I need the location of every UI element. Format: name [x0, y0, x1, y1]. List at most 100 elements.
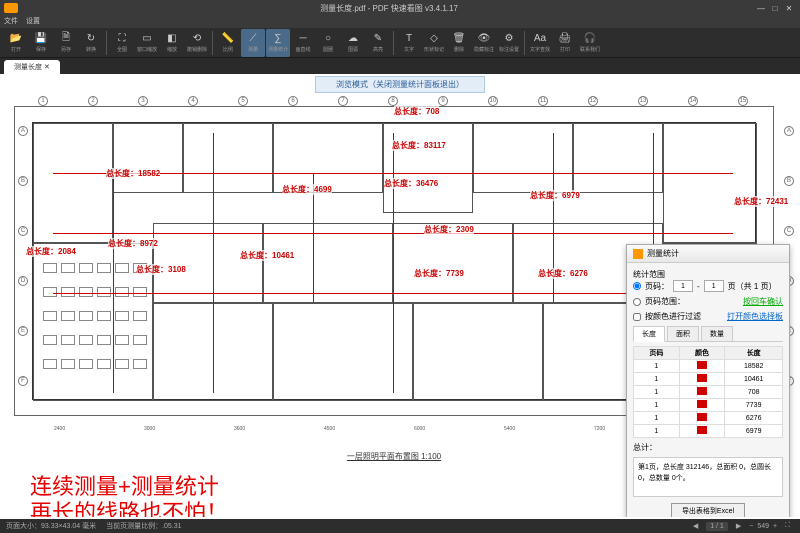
measurement-label[interactable]: 总长度：8972 [108, 238, 158, 249]
toolbar-删除[interactable]: 🗑删除 [447, 29, 471, 57]
page-to-input[interactable] [704, 280, 724, 292]
measurement-label[interactable]: 总长度：708 [394, 106, 439, 117]
measurement-label[interactable]: 总长度：83117 [392, 140, 446, 151]
toolbar-打印[interactable]: 🖨打印 [553, 29, 577, 57]
toolbar-测量[interactable]: ⟋测量 [241, 29, 265, 57]
toolbar-转换[interactable]: ↻转换 [79, 29, 103, 57]
title-bar: 测量长度.pdf - PDF 快速看图 v3.4.1.17 — □ ✕ [0, 0, 800, 16]
export-excel-button[interactable]: 导出表格到Excel [671, 503, 745, 517]
toolbar-围弧[interactable]: ☁围弧 [341, 29, 365, 57]
measurement-label[interactable]: 总长度：2084 [26, 246, 76, 257]
toolbar-标注设置[interactable]: ⚙标注设置 [497, 29, 521, 57]
status-page-size: 页面大小：93.33×43.04 毫米 [6, 521, 96, 531]
measurement-label[interactable]: 总长度：36476 [384, 178, 438, 189]
range-radio[interactable] [633, 298, 641, 306]
窗口缩放-icon: ▭ [140, 33, 154, 45]
measurement-label[interactable]: 总长度：4699 [282, 184, 332, 195]
measure-stats-panel[interactable]: 测量统计 统计范围 页码： - 页（共 1 页） 页码范围： 按回车确认 按颜色… [626, 244, 790, 517]
menu-settings[interactable]: 设置 [26, 16, 40, 28]
toolbar-窗口缩放[interactable]: ▭窗口缩放 [135, 29, 159, 57]
minimize-button[interactable]: — [754, 4, 768, 13]
status-scale: 当前页测量比例：.05.31 [106, 521, 181, 531]
zoom-in-button[interactable]: + [769, 523, 781, 530]
measurement-label[interactable]: 总长度：3108 [136, 264, 186, 275]
toolbar-画直线[interactable]: ─画直线 [291, 29, 315, 57]
open-color-picker[interactable]: 打开颜色选择板 [727, 311, 783, 322]
marketing-slogan: 连续测量+测量统计 再长的线路也不怕！ [30, 474, 228, 517]
toolbar-另存[interactable]: 🗎另存 [54, 29, 78, 57]
toolbar-形状标记[interactable]: ◇形状标记 [422, 29, 446, 57]
另存-icon: 🗎 [59, 33, 73, 45]
measurement-label[interactable]: 总长度：7739 [414, 268, 464, 279]
toolbar-缩放[interactable]: ◧缩放 [160, 29, 184, 57]
测量统计-icon: ∑ [271, 33, 285, 45]
圆圈-icon: ○ [321, 33, 335, 45]
测量-icon: ⟋ [246, 33, 260, 45]
toolbar-文字[interactable]: T文字 [397, 29, 421, 57]
filter-color-check[interactable] [633, 313, 641, 321]
measurement-label[interactable]: 总长度：72431 [734, 196, 788, 207]
mode-indicator: 浏览模式（关闭测量统计面板退出） [315, 76, 485, 93]
close-button[interactable]: ✕ [782, 4, 796, 13]
保存-icon: 💾 [34, 33, 48, 45]
stats-tab-面积[interactable]: 面积 [667, 326, 699, 341]
measurement-label[interactable]: 总长度：2309 [424, 224, 474, 235]
floor-plan-title: 一层照明平面布置图 1:100 [347, 451, 441, 462]
enter-confirm[interactable]: 按回车确认 [743, 296, 783, 307]
page-radio[interactable] [633, 282, 641, 290]
toolbar-文字查找[interactable]: Aa文字查找 [528, 29, 552, 57]
toolbar-测量统计[interactable]: ∑测量统计 [266, 29, 290, 57]
toolbar-联系我们[interactable]: 🎧联系我们 [578, 29, 602, 57]
window-title: 测量长度.pdf - PDF 快速看图 v3.4.1.17 [24, 3, 754, 14]
tab-document[interactable]: 测量长度 ✕ [4, 60, 60, 74]
page-from-input[interactable] [673, 280, 693, 292]
measurement-label[interactable]: 总长度：18582 [106, 168, 160, 179]
打开-icon: 📂 [9, 33, 23, 45]
tab-bar: 测量长度 ✕ [0, 58, 800, 74]
stats-panel-header[interactable]: 测量统计 [627, 245, 789, 263]
toolbar-圆圈[interactable]: ○圆圈 [316, 29, 340, 57]
toolbar-撤销删除[interactable]: ⟲撤销删除 [185, 29, 209, 57]
stats-row[interactable]: 110461 [634, 373, 783, 386]
toolbar-保存[interactable]: 💾保存 [29, 29, 53, 57]
zoom-out-button[interactable]: − [745, 523, 757, 530]
toolbar-隐藏标注[interactable]: 👁隐藏标注 [472, 29, 496, 57]
page-indicator[interactable]: 1 / 1 [706, 522, 728, 531]
maximize-button[interactable]: □ [768, 4, 782, 13]
stats-title: 测量统计 [647, 248, 679, 259]
toolbar: 📂打开💾保存🗎另存↻转换⛶全图▭窗口缩放◧缩放⟲撤销删除📏比例⟋测量∑测量统计─… [0, 28, 800, 58]
打印-icon: 🖨 [558, 33, 572, 45]
stats-table: 页码颜色长度 1185821104611708177391627616979 [633, 346, 783, 438]
stats-row[interactable]: 1708 [634, 386, 783, 399]
stats-tab-长度[interactable]: 长度 [633, 326, 665, 342]
stats-tab-数量[interactable]: 数量 [701, 326, 733, 341]
toolbar-比例[interactable]: 📏比例 [216, 29, 240, 57]
撤销删除-icon: ⟲ [190, 33, 204, 45]
drawing-canvas[interactable]: 浏览模式（关闭测量统计面板退出） 123456789101112131415AA… [0, 74, 800, 517]
toolbar-高亮[interactable]: ✎高亮 [366, 29, 390, 57]
隐藏标注-icon: 👁 [477, 33, 491, 45]
stats-tabs: 长度面积数量 [633, 326, 783, 342]
menu-file[interactable]: 文件 [4, 16, 18, 28]
scope-label: 统计范围 [633, 269, 783, 280]
stats-row[interactable]: 17739 [634, 399, 783, 412]
stats-row[interactable]: 16979 [634, 425, 783, 438]
sum-label: 总计： [633, 442, 783, 453]
画直线-icon: ─ [296, 33, 310, 45]
删除-icon: 🗑 [452, 33, 466, 45]
高亮-icon: ✎ [371, 33, 385, 45]
stats-row[interactable]: 16276 [634, 412, 783, 425]
measurement-label[interactable]: 总长度：6979 [530, 190, 580, 201]
fit-button[interactable]: ⛶ [781, 522, 794, 530]
measurement-label[interactable]: 总长度：10461 [240, 250, 294, 261]
比例-icon: 📏 [221, 33, 235, 45]
stats-row[interactable]: 118582 [634, 360, 783, 373]
summary-box: 第1页，总长度 312146，总面积 0，总圆长 0，总数量 0个。 [633, 457, 783, 497]
next-page-button[interactable]: ▶ [732, 522, 745, 530]
toolbar-全图[interactable]: ⛶全图 [110, 29, 134, 57]
measurement-label[interactable]: 总长度：6276 [538, 268, 588, 279]
prev-page-button[interactable]: ◀ [689, 522, 702, 530]
文字-icon: T [402, 33, 416, 45]
缩放-icon: ◧ [165, 33, 179, 45]
toolbar-打开[interactable]: 📂打开 [4, 29, 28, 57]
